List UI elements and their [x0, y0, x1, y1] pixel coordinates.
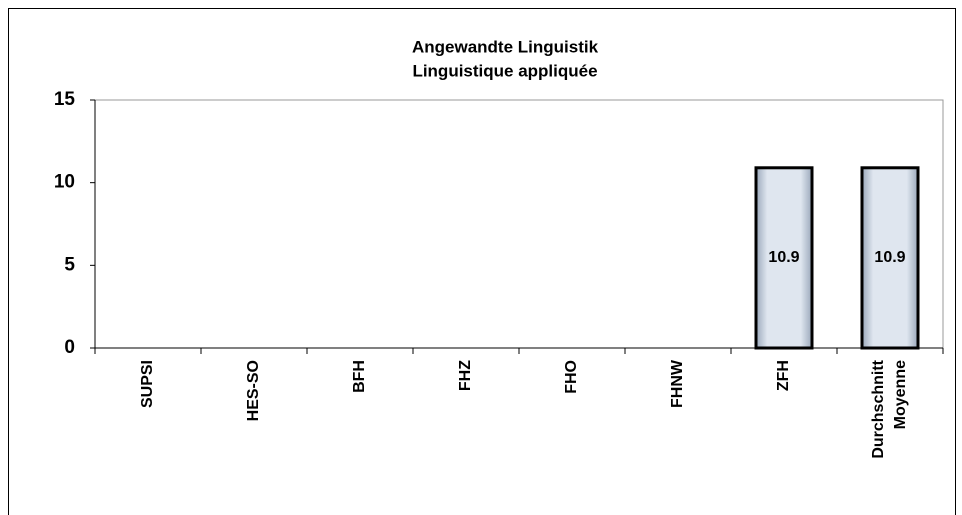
x-tick-label: HES-SO — [245, 360, 262, 421]
bar — [860, 166, 920, 350]
x-tick-label: Moyenne — [892, 360, 909, 429]
x-tick-label: FHNW — [669, 359, 686, 408]
x-tick-label: Durchschnitt — [870, 359, 887, 458]
chart-title: Linguistique appliquée — [412, 61, 597, 80]
x-tick-label: FHO — [563, 360, 580, 394]
x-tick-label: ZFH — [775, 360, 792, 391]
x-tick-label: FHZ — [457, 360, 474, 391]
y-tick-label: 5 — [64, 254, 75, 275]
chart-title: Angewandte Linguistik — [412, 37, 599, 56]
plot-frame — [94, 99, 944, 349]
x-tick-label: SUPSI — [139, 360, 156, 408]
x-tick-label: BFH — [351, 360, 368, 393]
chart-frame — [8, 8, 956, 515]
data-label: 10.9 — [768, 249, 799, 266]
data-label: 10.9 — [874, 249, 905, 266]
y-tick-label: 10 — [54, 172, 75, 193]
bar — [754, 166, 814, 350]
y-tick-label: 0 — [64, 337, 75, 358]
y-tick-label: 15 — [54, 89, 76, 110]
